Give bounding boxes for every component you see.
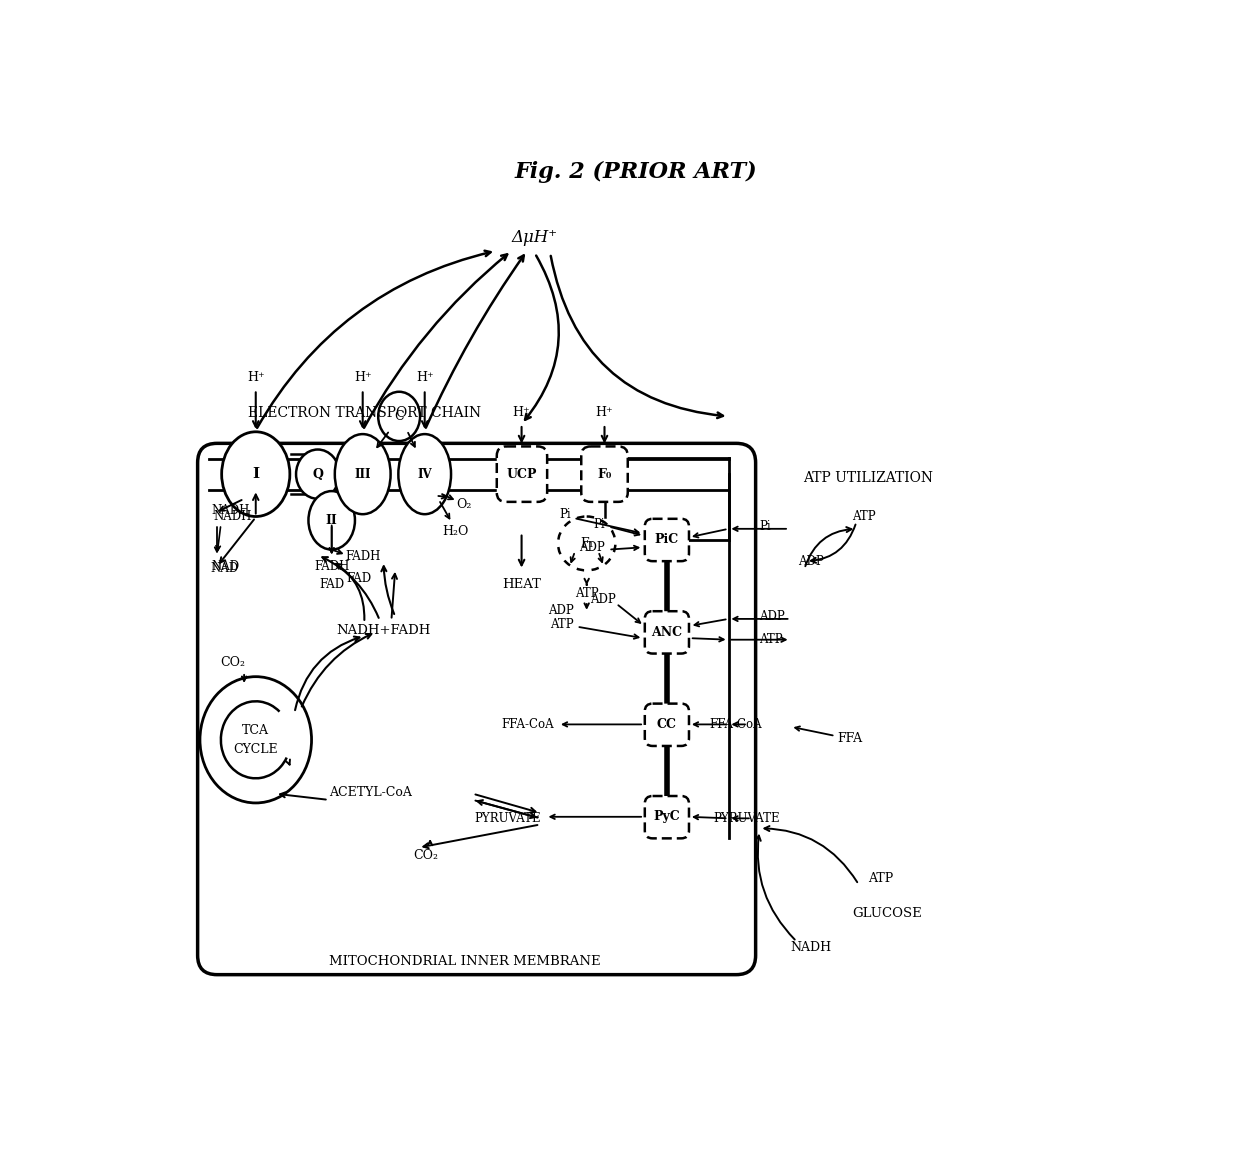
Text: H₂O: H₂O (443, 525, 469, 538)
Text: FAD: FAD (319, 578, 345, 590)
Text: Pi: Pi (559, 508, 572, 522)
Text: C: C (394, 409, 404, 423)
Text: CYCLE: CYCLE (233, 742, 278, 755)
FancyBboxPatch shape (497, 447, 547, 502)
Text: PYRUVATE: PYRUVATE (713, 812, 780, 825)
Text: UCP: UCP (506, 467, 537, 480)
FancyBboxPatch shape (197, 443, 755, 974)
Text: CO₂: CO₂ (219, 657, 246, 669)
Text: PiC: PiC (655, 534, 678, 546)
Ellipse shape (378, 392, 420, 441)
Text: ADP: ADP (590, 593, 616, 607)
Text: F₀: F₀ (598, 467, 611, 480)
Ellipse shape (222, 432, 290, 516)
Text: HEAT: HEAT (502, 578, 541, 590)
Text: ADP: ADP (548, 604, 573, 617)
Text: FADH: FADH (345, 550, 381, 563)
Text: ADP: ADP (579, 541, 605, 553)
Text: PYRUVATE: PYRUVATE (475, 812, 541, 825)
Text: NADH+FADH: NADH+FADH (336, 624, 430, 637)
Text: ATP: ATP (853, 510, 877, 523)
Text: H⁺: H⁺ (415, 371, 434, 384)
Text: FAD: FAD (346, 572, 372, 585)
FancyBboxPatch shape (582, 447, 627, 502)
Ellipse shape (200, 676, 311, 803)
Text: H⁺: H⁺ (513, 406, 531, 419)
Text: H⁺: H⁺ (595, 406, 614, 419)
Text: III: III (355, 467, 371, 480)
Ellipse shape (398, 434, 451, 514)
Text: IV: IV (418, 467, 432, 480)
Ellipse shape (558, 516, 615, 571)
Text: FADH: FADH (314, 560, 350, 573)
Text: Pi: Pi (759, 520, 771, 532)
Text: ELECTRON TRANSPORT CHAIN: ELECTRON TRANSPORT CHAIN (248, 406, 481, 420)
Text: Q: Q (312, 467, 324, 480)
Ellipse shape (296, 450, 340, 499)
Text: FFA-CoA: FFA-CoA (501, 718, 554, 731)
FancyBboxPatch shape (645, 796, 689, 839)
Text: PyC: PyC (653, 811, 680, 824)
Text: Fig. 2 (PRIOR ART): Fig. 2 (PRIOR ART) (515, 160, 756, 182)
Text: ACETYL-CoA: ACETYL-CoA (330, 785, 412, 798)
FancyBboxPatch shape (645, 519, 689, 561)
Text: Pi: Pi (593, 517, 605, 531)
Text: NAD: NAD (211, 561, 239, 574)
Text: II: II (326, 514, 337, 527)
Text: I: I (252, 467, 259, 481)
Text: CC: CC (656, 718, 677, 731)
Text: GLUCOSE: GLUCOSE (853, 907, 923, 920)
Text: H⁺: H⁺ (247, 371, 264, 384)
Text: F₁: F₁ (580, 537, 594, 550)
Text: H⁺: H⁺ (353, 371, 372, 384)
Text: MITOCHONDRIAL INNER MEMBRANE: MITOCHONDRIAL INNER MEMBRANE (329, 955, 601, 969)
Text: ATP: ATP (759, 633, 784, 646)
Text: NADH: NADH (791, 941, 832, 955)
Text: ATP: ATP (868, 872, 893, 885)
Text: ANC: ANC (651, 625, 682, 638)
Text: NAD: NAD (212, 560, 239, 573)
Text: NADH: NADH (213, 510, 252, 523)
Text: FFA-CoA: FFA-CoA (709, 718, 761, 731)
FancyBboxPatch shape (645, 611, 689, 653)
Ellipse shape (335, 434, 391, 514)
Text: O₂: O₂ (456, 499, 471, 512)
FancyBboxPatch shape (645, 704, 689, 746)
Text: ADP: ADP (759, 610, 785, 623)
Text: ATP: ATP (575, 587, 599, 600)
Text: ATP UTILIZATION: ATP UTILIZATION (804, 471, 932, 485)
Text: TCA: TCA (242, 724, 269, 737)
Text: ΔμH⁺: ΔμH⁺ (512, 230, 558, 246)
Text: ADP: ADP (799, 554, 825, 567)
Text: FFA: FFA (837, 732, 862, 745)
Text: CO₂: CO₂ (414, 849, 439, 862)
Text: ATP: ATP (549, 618, 573, 631)
Ellipse shape (309, 491, 355, 550)
Text: NADH: NADH (212, 503, 250, 517)
